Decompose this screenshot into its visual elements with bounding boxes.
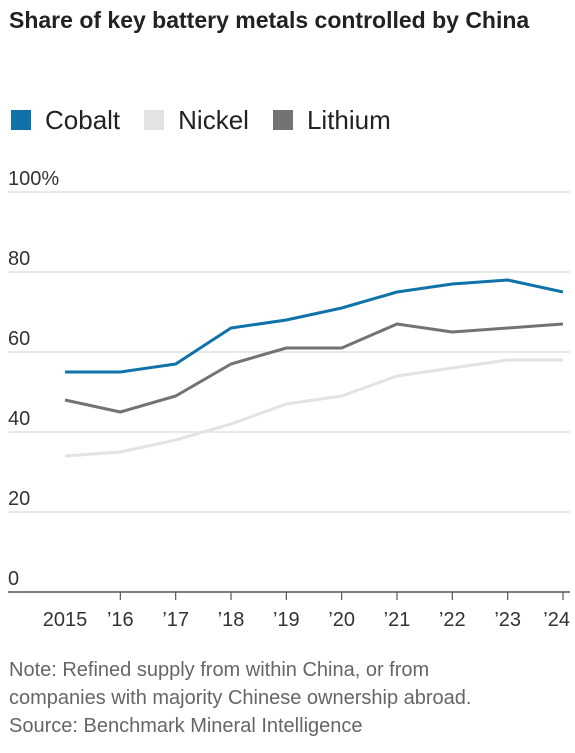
x-tick-label: 2015 [43,609,88,631]
x-tick-label: ’19 [273,609,300,631]
series-line-cobalt [65,278,564,374]
legend-swatch-nickel [144,110,165,130]
x-tick-label: ’24 [543,609,570,631]
x-tick-label: ’23 [494,609,521,631]
x-tick-label: ’21 [384,609,411,631]
legend-label-lithium: Lithium [306,104,391,135]
legend: Cobalt Nickel Lithium [11,103,415,137]
y-tick-label: 0 [8,568,19,590]
chart-note: Note: Refined supply from within China, … [9,656,569,740]
legend-label-nickel: Nickel [178,104,249,135]
y-tick-label: 20 [8,488,30,510]
line-chart: 100% 80 60 40 20 0 2015 ’16 ’17 ’18 ’19 ’20 ’21 ’22 ’2… [8,168,570,631]
y-tick-label: 80 [8,248,30,270]
y-tick-label: 40 [8,408,30,430]
note-line-2: companies with majority Chinese ownershi… [9,687,472,709]
chart-title: Share of key battery metals controlled b… [9,7,530,33]
source-line: Source: Benchmark Mineral Intelligence [9,715,363,737]
series-line-nickel [64,358,563,458]
legend-label-cobalt: Cobalt [45,104,121,135]
legend-item-cobalt: Cobalt [11,105,120,136]
note-line-1: Note: Refined supply from within China, … [9,659,430,681]
legend-swatch-lithium [272,110,293,130]
y-tick-label: 100% [8,168,59,190]
legend-item-nickel: Nickel [144,105,249,136]
series-line-lithium [64,322,564,414]
x-tick-label: ’22 [439,609,466,631]
y-tick-label: 60 [8,328,30,350]
legend-swatch-cobalt [11,110,31,130]
x-tick-label: ’16 [107,609,134,631]
x-tick-label: ’17 [162,609,189,631]
x-tick-label: ’18 [218,609,245,631]
legend-item-lithium: Lithium [272,104,391,136]
x-tick-label: ’20 [328,609,355,631]
